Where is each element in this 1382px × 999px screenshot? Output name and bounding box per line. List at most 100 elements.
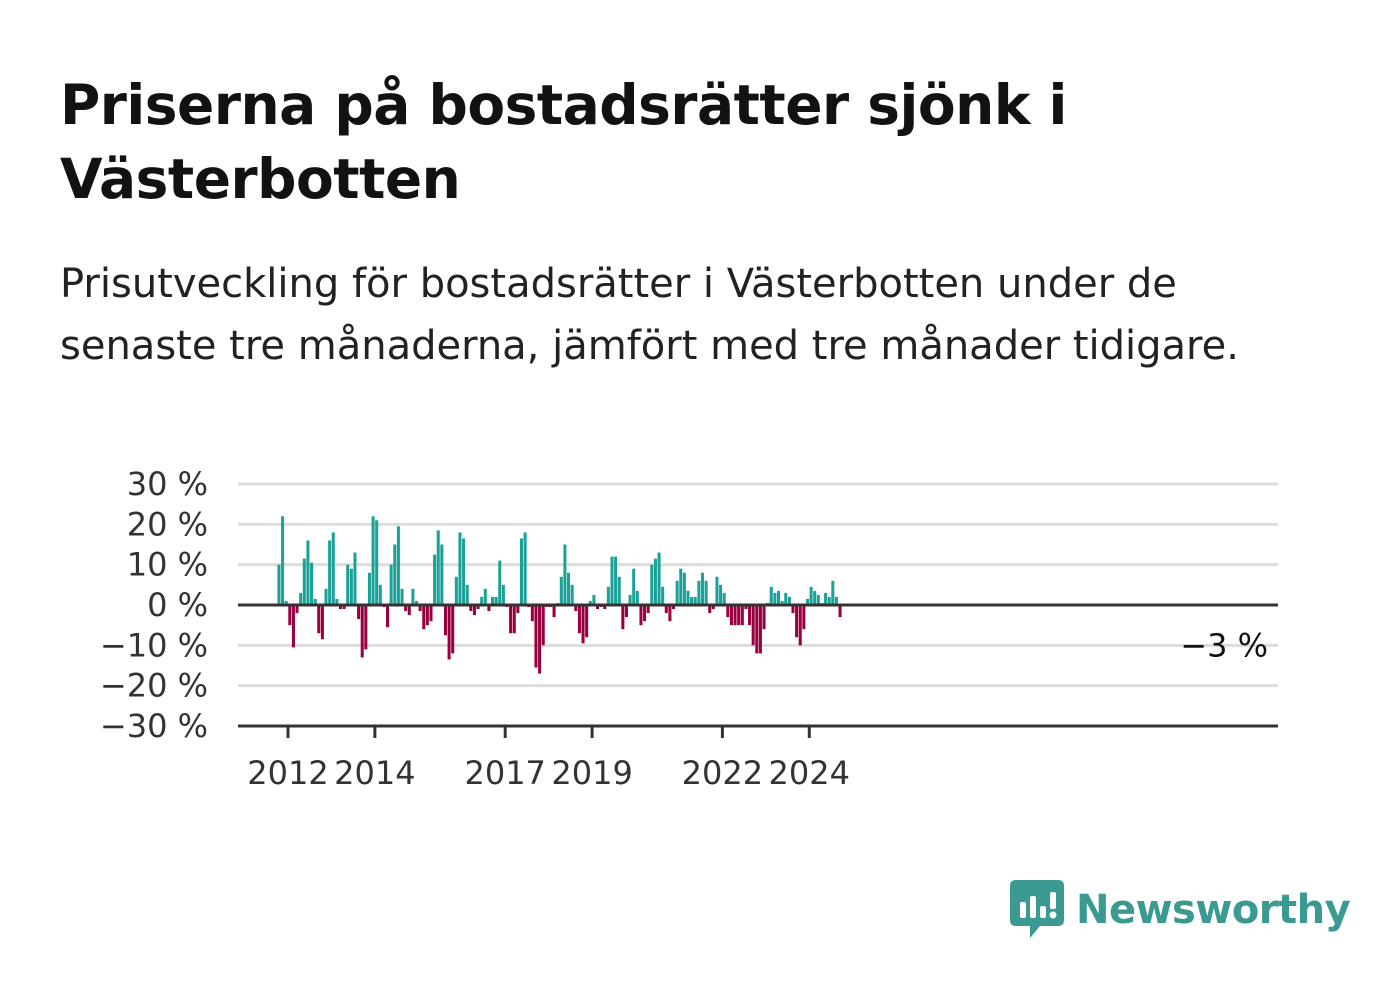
bar	[447, 605, 451, 660]
bar	[740, 605, 744, 626]
bar	[726, 605, 730, 618]
bar	[440, 544, 444, 605]
bar	[465, 584, 469, 605]
y-tick-label: 30 %	[127, 465, 208, 503]
bar	[418, 605, 422, 612]
bar	[809, 586, 813, 605]
bar	[371, 516, 375, 605]
bar	[516, 605, 520, 614]
bar	[719, 584, 723, 605]
bar	[331, 532, 335, 605]
bar	[585, 605, 589, 638]
bar	[494, 596, 498, 605]
bar	[805, 598, 809, 605]
bar	[661, 586, 665, 605]
bar	[541, 605, 545, 646]
bar	[592, 594, 596, 605]
bar	[299, 592, 303, 605]
bar	[567, 572, 571, 605]
bar	[791, 605, 795, 614]
bar	[646, 605, 650, 614]
bar	[697, 580, 701, 605]
bar	[798, 605, 802, 646]
bar	[443, 605, 447, 636]
bar	[700, 572, 705, 605]
bar	[400, 588, 404, 605]
bar	[360, 605, 364, 658]
bar	[577, 605, 581, 634]
bar	[672, 605, 676, 610]
brand-name: Newsworthy	[1076, 887, 1351, 933]
y-tick-label: 10 %	[127, 546, 208, 584]
bar	[675, 580, 679, 605]
bar	[744, 605, 748, 610]
bar	[776, 590, 781, 605]
bar	[306, 540, 310, 605]
bar	[498, 560, 502, 605]
y-tick-label: 20 %	[127, 505, 208, 543]
bar	[780, 600, 784, 605]
bar	[690, 596, 694, 605]
bar	[335, 598, 339, 605]
bar	[657, 552, 661, 605]
x-tick-label: 2019	[551, 754, 632, 792]
bar	[320, 605, 324, 640]
bar	[748, 605, 752, 626]
bar	[407, 605, 411, 616]
last-value-label: −3 %	[1180, 626, 1268, 664]
bar	[436, 530, 440, 605]
x-tick-label: 2014	[334, 754, 415, 792]
bar	[396, 526, 400, 605]
bar	[386, 605, 390, 628]
bar	[538, 605, 542, 674]
bar	[570, 584, 574, 605]
x-tick-label: 2012	[247, 754, 328, 792]
bar	[686, 590, 690, 605]
bar	[711, 605, 715, 610]
bar	[574, 605, 578, 612]
bar	[668, 605, 672, 622]
bar	[458, 532, 462, 605]
bar	[530, 605, 534, 622]
bar	[483, 588, 487, 605]
page-title: Priserna på bostadsrätter sjönk i Väster…	[60, 73, 1067, 211]
bar	[425, 605, 429, 626]
bar	[534, 605, 538, 668]
bar	[769, 586, 773, 605]
bar	[737, 605, 741, 626]
bar	[288, 605, 292, 626]
bar	[414, 600, 419, 605]
bar	[472, 605, 476, 616]
bar	[349, 568, 353, 605]
bar	[509, 605, 513, 634]
bar	[827, 596, 831, 605]
bar	[411, 588, 415, 605]
bar	[523, 532, 527, 605]
bar	[367, 572, 371, 605]
bar	[588, 600, 592, 605]
bar	[682, 572, 686, 605]
bar	[454, 576, 458, 605]
bar	[519, 538, 524, 605]
bar	[693, 596, 697, 605]
bar	[552, 605, 556, 618]
bar	[643, 605, 647, 622]
bar	[653, 558, 657, 605]
bar	[802, 605, 806, 630]
bar	[422, 605, 426, 630]
bar	[834, 596, 838, 605]
bar	[480, 596, 484, 605]
bar	[606, 586, 610, 605]
bar	[755, 605, 759, 654]
bar	[324, 588, 328, 605]
bar	[433, 554, 437, 605]
y-tick-label: −30 %	[100, 707, 208, 745]
brand-logo: Newsworthy	[1010, 880, 1351, 940]
bar	[715, 576, 719, 605]
bar	[621, 605, 625, 630]
bar	[831, 580, 835, 605]
bar	[784, 592, 788, 605]
bar	[284, 600, 288, 605]
bar	[291, 605, 295, 648]
bar	[635, 590, 639, 605]
